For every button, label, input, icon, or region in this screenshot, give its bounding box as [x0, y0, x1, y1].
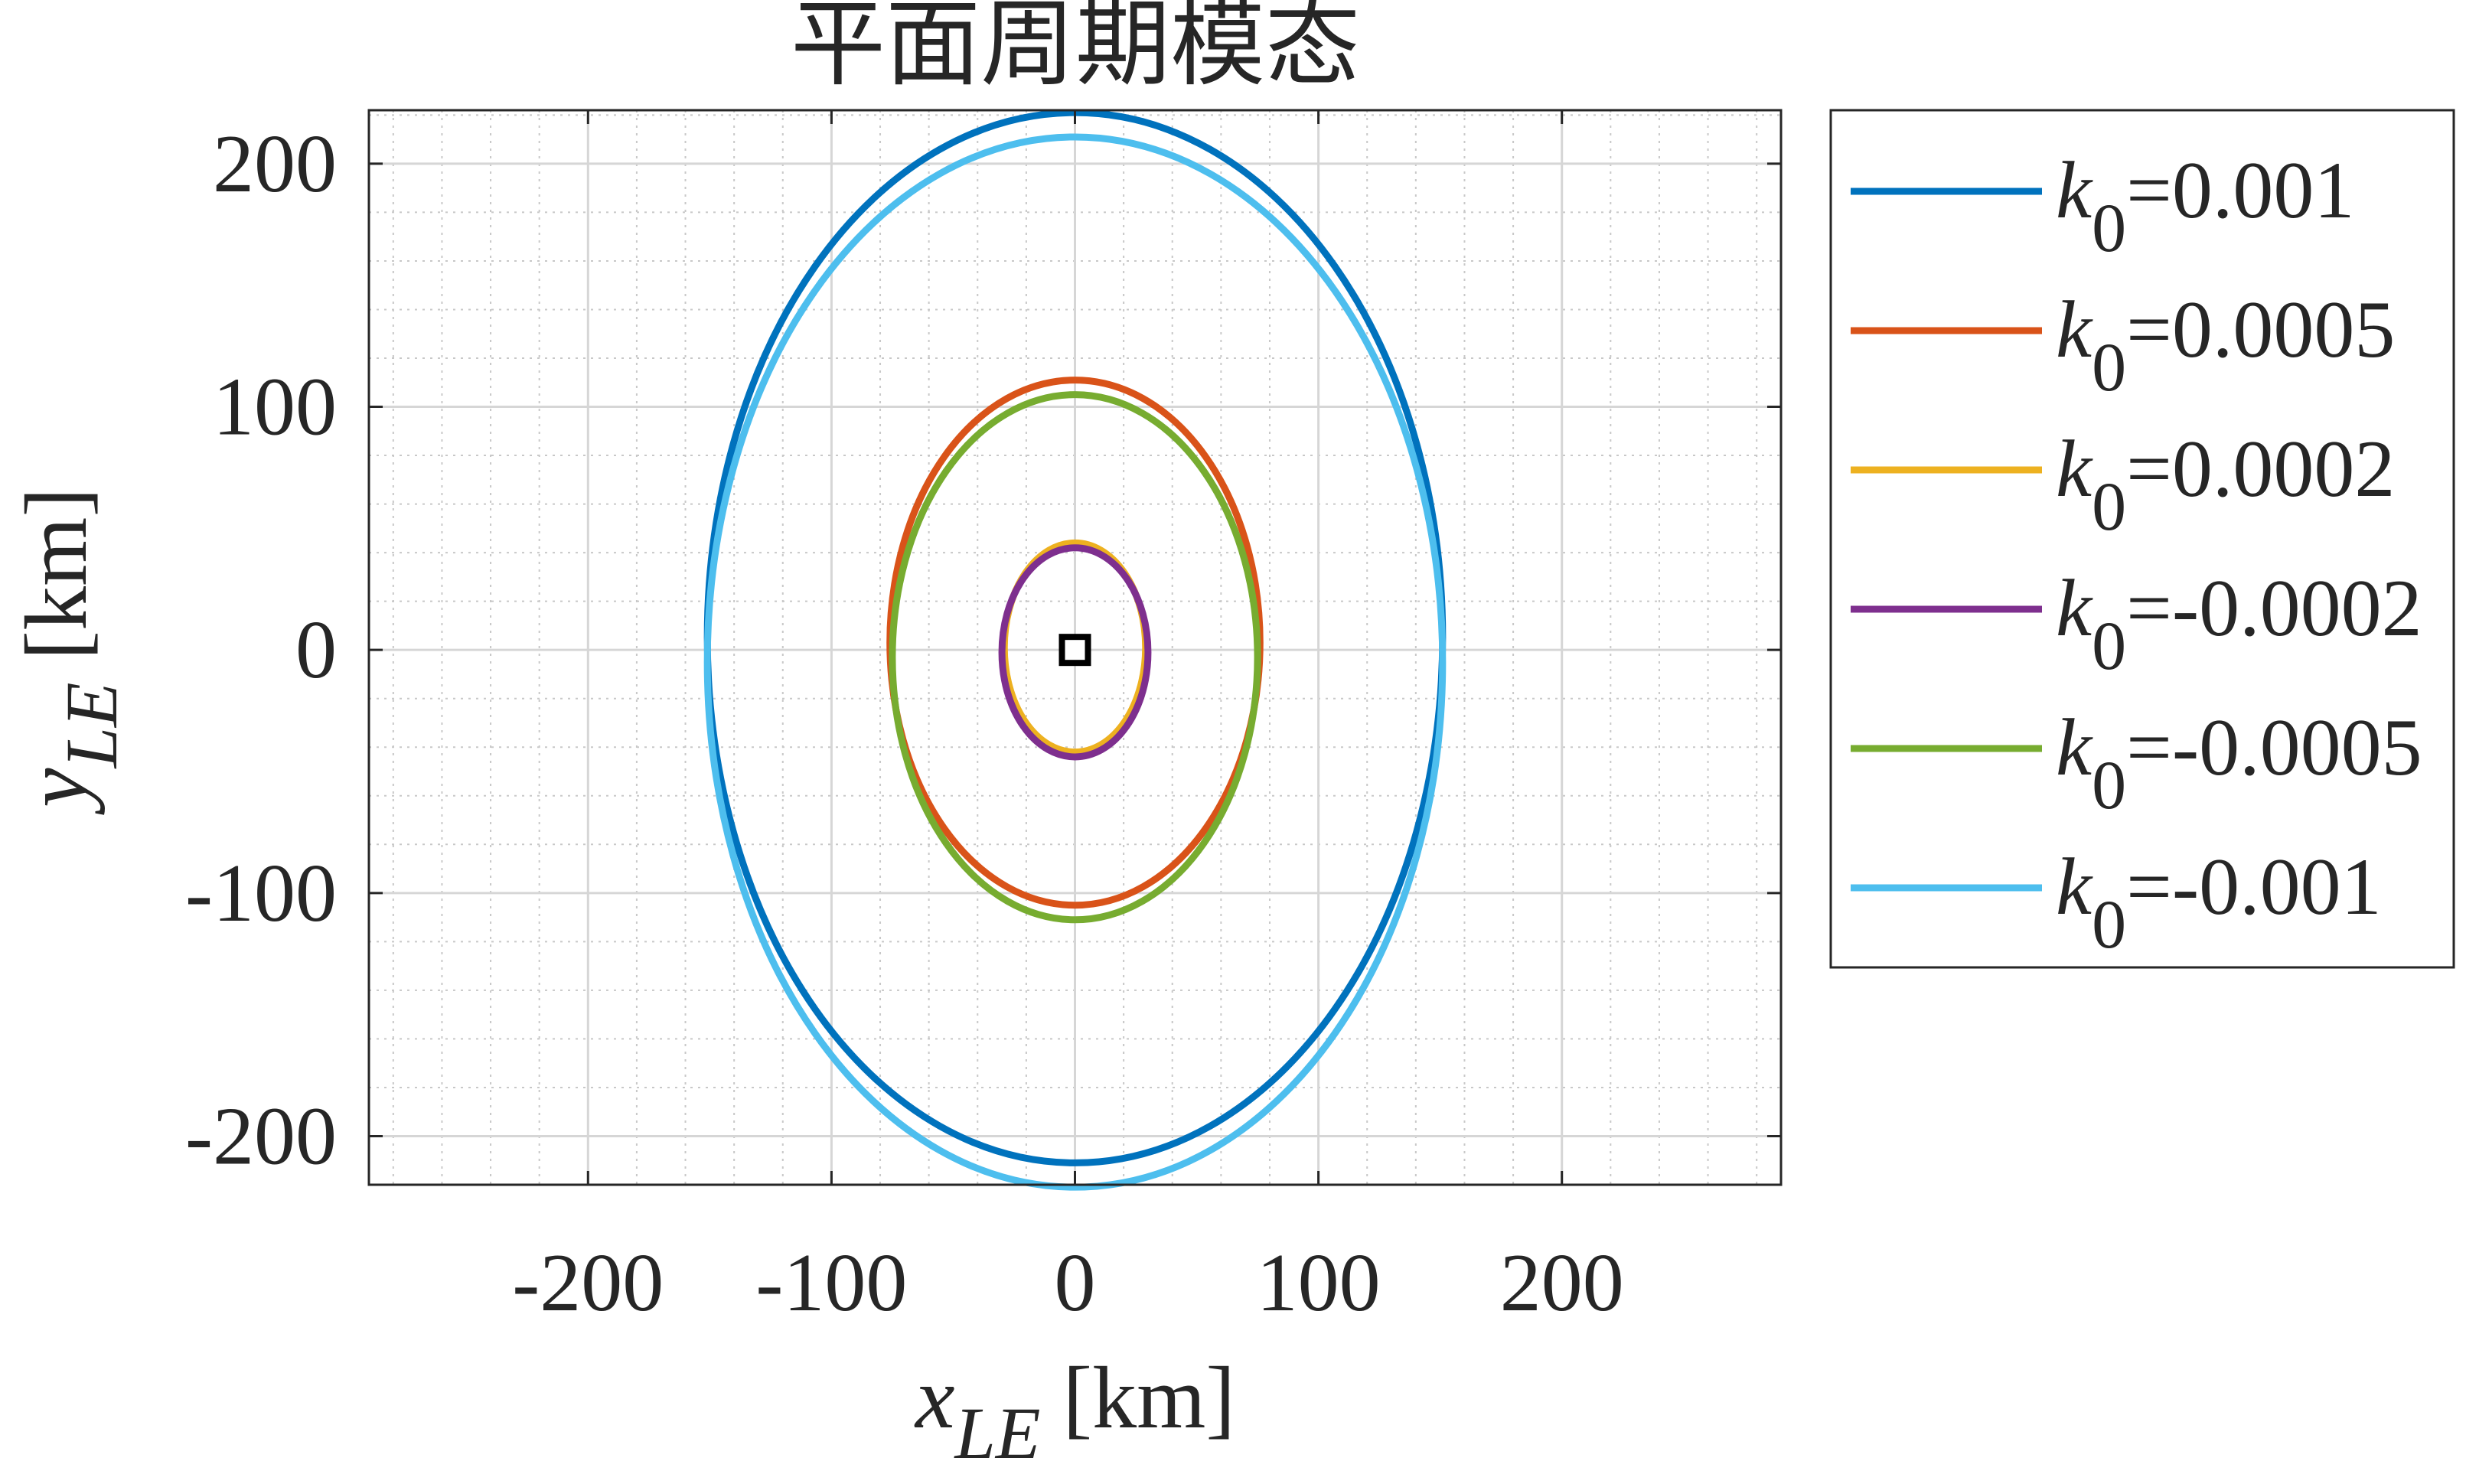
legend-label-value: =-0.0005 [2126, 703, 2422, 792]
legend-label-4: k0=-0.0005 [2056, 703, 2422, 824]
legend-label-var: k [2056, 285, 2093, 374]
legend-label-sub: 0 [2092, 887, 2126, 963]
legend-label-value: =0.0002 [2126, 424, 2395, 514]
legend-label-var: k [2056, 424, 2093, 514]
legend-label-sub: 0 [2092, 469, 2126, 545]
series-line-3 [998, 544, 1152, 761]
legend-label-sub: 0 [2092, 608, 2126, 684]
legend-label-2: k0=0.0002 [2056, 424, 2395, 545]
legend-label-value: =-0.001 [2126, 842, 2382, 931]
legend: k0=0.001k0=0.0005k0=0.0002k0=-0.0002k0=-… [1829, 109, 2455, 969]
x-tick-label: -200 [512, 1238, 664, 1329]
legend-label-value: =0.001 [2126, 145, 2354, 235]
y-axis-label-sub: LE [51, 682, 132, 769]
x-axis-label-sub: LE [953, 1392, 1040, 1474]
legend-label-var: k [2056, 842, 2093, 931]
legend-label-value: =-0.0002 [2126, 563, 2422, 653]
legend-label-sub: 0 [2092, 748, 2126, 824]
y-axis-label-unit: [km] [8, 488, 106, 683]
legend-label-1: k0=0.0005 [2056, 285, 2395, 406]
series-line-5 [703, 133, 1447, 1191]
x-axis-label: xLE [km] [914, 1349, 1235, 1474]
chart-title: 平面周期模态 [791, 0, 1360, 97]
series-line-4 [889, 391, 1261, 924]
legend-label-sub: 0 [2092, 330, 2126, 406]
legend-label-var: k [2056, 563, 2093, 653]
legend-label-value: =0.0005 [2126, 285, 2395, 374]
legend-label-var: k [2056, 703, 2093, 792]
x-tick-label: -100 [755, 1238, 907, 1329]
legend-label-5: k0=-0.001 [2056, 842, 2382, 963]
y-tick-label: -200 [185, 1091, 337, 1182]
x-tick-label: 200 [1500, 1238, 1624, 1329]
y-tick-label: 0 [295, 605, 337, 696]
x-tick-label: 0 [1055, 1238, 1096, 1329]
x-axis-label-var: x [914, 1349, 955, 1447]
legend-box [1829, 109, 2455, 969]
y-tick-label: 200 [213, 119, 337, 210]
y-axis-label-var: y [8, 768, 106, 815]
legend-label-3: k0=-0.0002 [2056, 563, 2422, 684]
y-tick-label: -100 [185, 848, 337, 939]
y-tick-label: 100 [213, 362, 337, 453]
x-axis-label-unit: [km] [1041, 1349, 1236, 1447]
legend-label-var: k [2056, 145, 2093, 235]
legend-label-0: k0=0.001 [2056, 145, 2354, 266]
series-group [703, 109, 1447, 1191]
center-marker [1058, 634, 1091, 667]
legend-label-sub: 0 [2092, 191, 2126, 266]
y-axis-label: yLE [km] [8, 488, 132, 815]
x-tick-label: 100 [1257, 1238, 1381, 1329]
